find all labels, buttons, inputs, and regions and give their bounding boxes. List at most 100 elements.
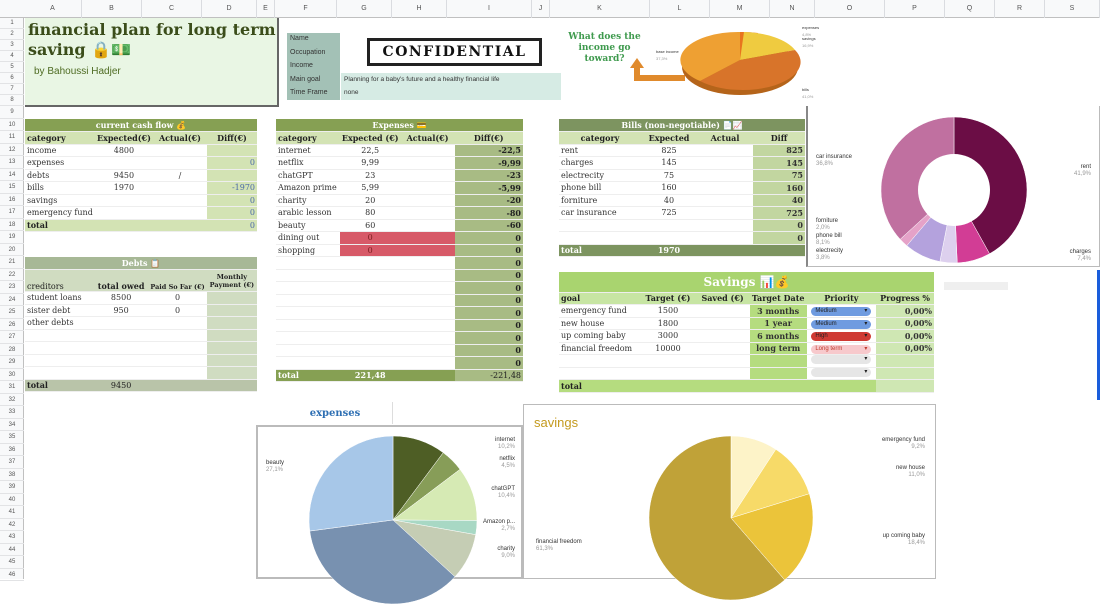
priority-dropdown[interactable] <box>811 367 872 377</box>
cell[interactable] <box>806 354 877 368</box>
cell[interactable] <box>148 366 207 380</box>
column-header-P[interactable]: P <box>885 0 945 18</box>
cell[interactable]: Amazon prime <box>276 181 340 195</box>
cell[interactable]: 6 months <box>749 329 807 343</box>
cell[interactable]: 0 <box>206 194 257 207</box>
cell[interactable] <box>400 306 455 320</box>
column-header-Q[interactable]: Q <box>945 0 995 18</box>
column-header-G[interactable]: G <box>337 0 392 18</box>
cell[interactable] <box>93 366 149 380</box>
priority-dropdown[interactable]: Long term <box>811 344 872 354</box>
cell[interactable]: 0 <box>206 206 257 220</box>
cell[interactable]: High <box>806 329 877 343</box>
cell[interactable] <box>400 356 455 370</box>
cell[interactable] <box>206 169 257 182</box>
cell[interactable] <box>400 269 455 282</box>
cell[interactable] <box>640 354 696 368</box>
row-header-26[interactable]: 26 <box>0 319 24 331</box>
row-header-14[interactable]: 14 <box>0 169 24 181</box>
row-header-24[interactable]: 24 <box>0 294 24 306</box>
cell[interactable] <box>276 294 340 307</box>
cell[interactable] <box>93 341 149 355</box>
cell[interactable]: 0 <box>339 244 401 257</box>
row-header-5[interactable]: 5 <box>0 62 24 73</box>
cell[interactable] <box>559 231 641 245</box>
cell[interactable] <box>339 306 401 320</box>
cell[interactable] <box>148 341 207 355</box>
cell[interactable]: student loans <box>25 291 94 305</box>
cell[interactable]: 20 <box>339 194 401 207</box>
cell[interactable] <box>400 231 455 245</box>
cell[interactable] <box>697 231 753 245</box>
row-header-20[interactable]: 20 <box>0 244 24 256</box>
cell[interactable] <box>339 256 401 270</box>
cell[interactable] <box>559 367 641 380</box>
cell[interactable]: charges <box>559 156 641 170</box>
row-header-15[interactable]: 15 <box>0 181 24 194</box>
cell[interactable]: 0 <box>454 244 523 257</box>
row-header-23[interactable]: 23 <box>0 281 24 294</box>
cell[interactable] <box>206 329 257 342</box>
column-header-C[interactable]: C <box>142 0 202 18</box>
cell[interactable]: / <box>152 169 207 182</box>
cell[interactable] <box>697 144 753 157</box>
row-header-33[interactable]: 33 <box>0 406 24 419</box>
row-header-21[interactable]: 21 <box>0 256 24 269</box>
cell[interactable] <box>276 256 340 270</box>
cell[interactable]: 40 <box>753 194 805 207</box>
cell[interactable]: 0 <box>148 304 207 317</box>
cell[interactable] <box>695 317 750 330</box>
cell[interactable] <box>152 181 207 195</box>
cell[interactable]: 3000 <box>640 329 696 343</box>
cell[interactable] <box>148 316 207 330</box>
cell[interactable]: -9,99 <box>454 156 523 170</box>
cell[interactable]: 725 <box>753 206 805 220</box>
cell[interactable] <box>339 269 401 282</box>
cell[interactable]: 9,99 <box>339 156 401 170</box>
cell[interactable] <box>152 156 207 170</box>
column-header-L[interactable]: L <box>650 0 710 18</box>
row-header-43[interactable]: 43 <box>0 531 24 544</box>
cell[interactable] <box>339 281 401 295</box>
row-header-41[interactable]: 41 <box>0 506 24 519</box>
cell[interactable] <box>94 194 153 207</box>
cell[interactable] <box>695 304 750 318</box>
cell[interactable]: 0,00% <box>876 317 934 330</box>
row-header-1[interactable]: 1 <box>0 18 24 29</box>
row-header-10[interactable]: 10 <box>0 119 24 131</box>
row-header-31[interactable]: 31 <box>0 381 24 394</box>
priority-dropdown[interactable]: High <box>811 332 872 342</box>
cell[interactable]: -60 <box>454 219 523 232</box>
cell[interactable] <box>400 256 455 270</box>
row-header-45[interactable]: 45 <box>0 556 24 569</box>
cell[interactable] <box>276 319 340 332</box>
cell[interactable] <box>93 354 149 367</box>
cell[interactable]: 1500 <box>640 304 696 318</box>
cell[interactable]: Long term <box>806 342 877 355</box>
cell[interactable] <box>339 356 401 370</box>
priority-dropdown[interactable]: Medium <box>811 319 872 329</box>
cell[interactable]: -20 <box>454 194 523 207</box>
cell[interactable]: 0 <box>454 306 523 320</box>
cell[interactable] <box>276 281 340 295</box>
cell[interactable] <box>148 354 207 367</box>
row-header-3[interactable]: 3 <box>0 40 24 51</box>
cell[interactable]: 4800 <box>94 144 153 157</box>
row-header-29[interactable]: 29 <box>0 356 24 369</box>
cell[interactable] <box>400 331 455 345</box>
cell[interactable]: 0 <box>454 331 523 345</box>
cell[interactable] <box>400 181 455 195</box>
pie-slice[interactable] <box>308 435 394 532</box>
cell[interactable]: up coming baby <box>559 329 641 343</box>
cell[interactable]: 0 <box>753 231 805 245</box>
row-header-19[interactable]: 19 <box>0 231 24 244</box>
cell[interactable]: forniture <box>559 194 641 207</box>
cell[interactable]: long term <box>749 342 807 355</box>
cell[interactable] <box>148 329 207 342</box>
cell[interactable]: emergency fund <box>559 304 641 318</box>
cell[interactable] <box>697 181 753 195</box>
cell[interactable] <box>206 144 257 157</box>
cell[interactable]: 0 <box>454 356 523 370</box>
cell[interactable] <box>25 329 94 342</box>
cell[interactable]: -1970 <box>206 181 257 195</box>
